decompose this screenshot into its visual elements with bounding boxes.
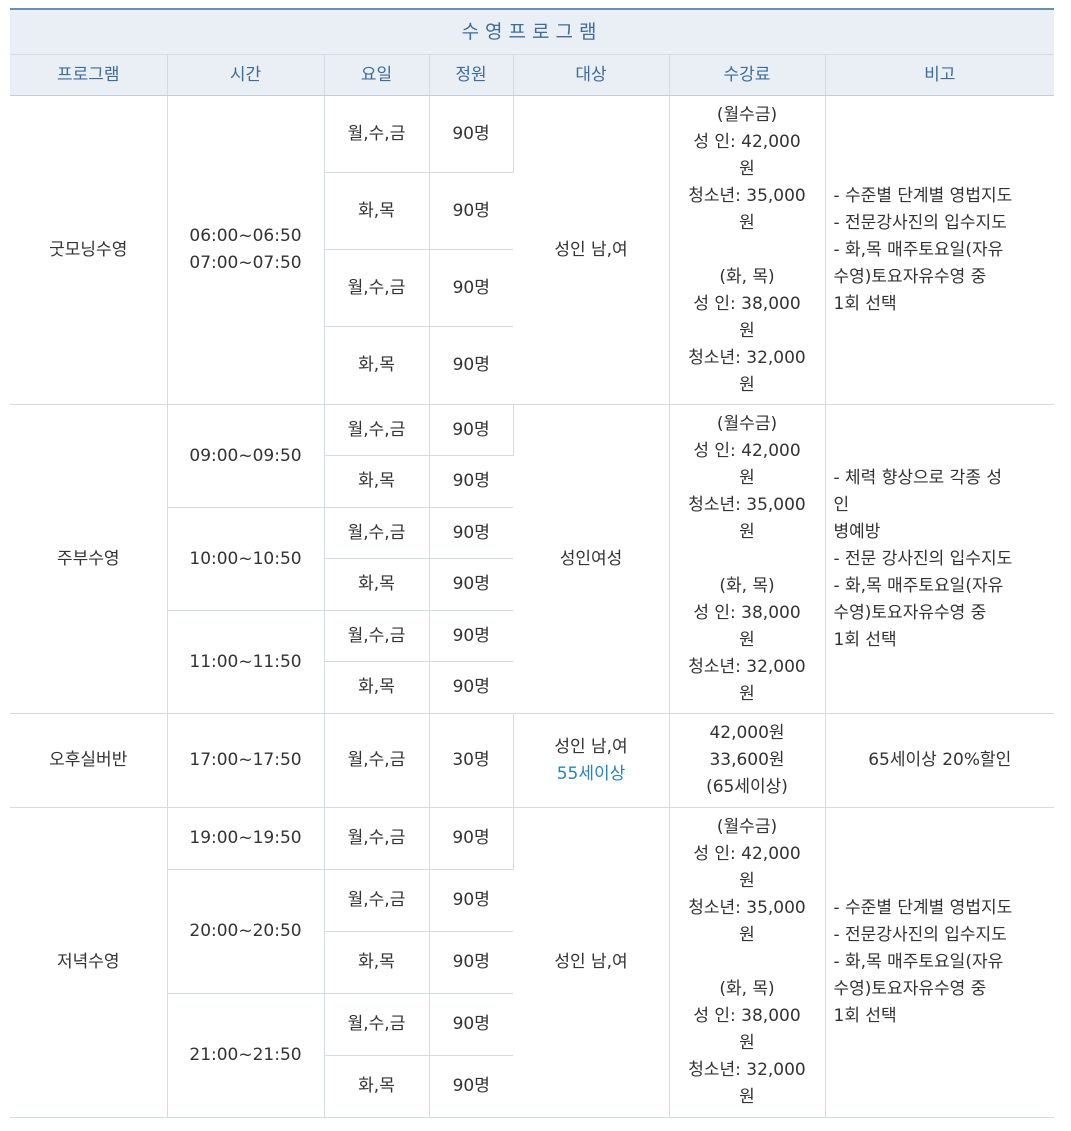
time-slot: 09:00~09:50 bbox=[167, 404, 325, 508]
days-cell: 화,목 bbox=[324, 661, 430, 714]
days-cell: 화,목 bbox=[324, 326, 430, 405]
days-cell: 월,수,금 bbox=[324, 507, 430, 559]
capacity-cell: 30명 bbox=[429, 713, 514, 808]
program-name: 굿모닝수영 bbox=[10, 95, 168, 405]
table-row: 11:00~11:50 월,수,금 90명 bbox=[10, 610, 1054, 714]
target-cell: 성인여성 bbox=[513, 404, 670, 714]
header-target: 대상 bbox=[513, 54, 670, 96]
time-slot: 20:00~20:50 bbox=[167, 869, 325, 994]
fee-cell: (월수금) 성 인: 42,000 원 청소년: 35,000 원 (화, 목)… bbox=[669, 807, 826, 1118]
table-row: 저녁수영 19:00~19:50 월,수,금 90명 성인 남,여 (월수금) … bbox=[10, 807, 1055, 1118]
capacity-cell: 90명 bbox=[429, 455, 513, 508]
days-cell: 월,수,금 bbox=[324, 95, 430, 173]
capacity-cell: 90명 bbox=[429, 807, 514, 870]
table-row: 화,목 90명 bbox=[10, 172, 1054, 250]
header-capacity: 정원 bbox=[429, 54, 514, 96]
time-slot: 06:00~06:50 07:00~07:50 bbox=[167, 95, 325, 405]
swim-program-table-wrapper: 수영프로그램 프로그램 시간 요일 정원 대상 수강료 비고 굿모닝수영 06:… bbox=[10, 8, 1055, 1118]
note-cell: - 수준별 단계별 영법지도 - 전문강사진의 입수지도 - 화,목 매주토요일… bbox=[825, 95, 1055, 405]
days-cell: 월,수,금 bbox=[324, 993, 430, 1056]
table-row: 20:00~20:50 월,수,금 90명 bbox=[10, 869, 1054, 994]
header-note: 비고 bbox=[825, 54, 1055, 96]
table-row: 화,목 90명 bbox=[10, 455, 1054, 508]
capacity-cell: 90명 bbox=[429, 661, 513, 714]
capacity-cell: 90명 bbox=[429, 993, 513, 1056]
note-cell: 65세이상 20%할인 bbox=[825, 713, 1055, 808]
note-cell: - 수준별 단계별 영법지도 - 전문강사진의 입수지도 - 화,목 매주토요일… bbox=[825, 807, 1055, 1118]
table-row: 화,목 90명 bbox=[10, 931, 1054, 994]
header-time: 시간 bbox=[167, 54, 325, 96]
table-row: 오후실버반 17:00~17:50 월,수,금 30명 성인 남,여 55세이상… bbox=[10, 713, 1055, 808]
table-row: 화,목 90명 bbox=[10, 1055, 1054, 1118]
fee-cell: 42,000원 33,600원 (65세이상) bbox=[669, 713, 826, 808]
capacity-cell: 90명 bbox=[429, 172, 513, 250]
table-row: 21:00~21:50 월,수,금 90명 bbox=[10, 993, 1054, 1118]
days-cell: 화,목 bbox=[324, 931, 430, 994]
days-cell: 월,수,금 bbox=[324, 610, 430, 662]
capacity-cell: 90명 bbox=[429, 507, 513, 559]
table-row: 화,목 90명 bbox=[10, 326, 1054, 405]
capacity-cell: 90명 bbox=[429, 931, 513, 994]
days-cell: 화,목 bbox=[324, 455, 430, 508]
table-row: 화,목 90명 bbox=[10, 558, 1054, 611]
days-cell: 화,목 bbox=[324, 558, 430, 611]
time-slot: 21:00~21:50 bbox=[167, 993, 325, 1118]
header-days: 요일 bbox=[324, 54, 430, 96]
table-row: 주부수영 09:00~09:50 월,수,금 90명 성인여성 (월수금) 성 … bbox=[10, 404, 1055, 714]
days-cell: 화,목 bbox=[324, 172, 430, 250]
program-name: 오후실버반 bbox=[10, 713, 168, 808]
target-age-condition: 55세이상 bbox=[556, 763, 626, 784]
program-name: 저녁수영 bbox=[10, 807, 168, 1118]
days-cell: 월,수,금 bbox=[324, 249, 430, 327]
capacity-cell: 90명 bbox=[429, 1055, 513, 1118]
header-fee: 수강료 bbox=[669, 54, 826, 96]
capacity-cell: 90명 bbox=[429, 869, 513, 932]
table-row: 10:00~10:50 월,수,금 90명 bbox=[10, 507, 1054, 611]
capacity-cell: 90명 bbox=[429, 249, 513, 327]
swim-program-table: 수영프로그램 프로그램 시간 요일 정원 대상 수강료 비고 굿모닝수영 06:… bbox=[10, 8, 1055, 1118]
days-cell: 월,수,금 bbox=[324, 713, 430, 808]
fee-cell: (월수금) 성 인: 42,000 원 청소년: 35,000 원 (화, 목)… bbox=[669, 404, 826, 714]
days-cell: 월,수,금 bbox=[324, 869, 430, 932]
capacity-cell: 90명 bbox=[429, 404, 514, 456]
table-row: 화,목 90명 bbox=[10, 661, 1054, 714]
capacity-cell: 90명 bbox=[429, 95, 514, 173]
days-cell: 화,목 bbox=[324, 1055, 430, 1118]
days-cell: 월,수,금 bbox=[324, 404, 430, 456]
capacity-cell: 90명 bbox=[429, 326, 513, 405]
table-title: 수영프로그램 bbox=[10, 8, 1055, 55]
target-cell: 성인 남,여 bbox=[513, 807, 670, 1118]
table-row: 월,수,금 90명 bbox=[10, 249, 1054, 327]
time-slot: 11:00~11:50 bbox=[167, 610, 325, 714]
target-cell: 성인 남,여 bbox=[513, 95, 670, 405]
time-slot: 19:00~19:50 bbox=[167, 807, 325, 870]
note-cell: - 체력 향상으로 각종 성 인 병예방 - 전문 강사진의 입수지도 - 화,… bbox=[825, 404, 1055, 714]
table-row: 굿모닝수영 06:00~06:50 07:00~07:50 월,수,금 90명 … bbox=[10, 95, 1055, 405]
days-cell: 월,수,금 bbox=[324, 807, 430, 870]
capacity-cell: 90명 bbox=[429, 610, 513, 662]
target-cell: 성인 남,여 55세이상 bbox=[513, 713, 670, 808]
fee-cell: (월수금) 성 인: 42,000 원 청소년: 35,000 원 (화, 목)… bbox=[669, 95, 826, 405]
capacity-cell: 90명 bbox=[429, 558, 513, 611]
time-slot: 17:00~17:50 bbox=[167, 713, 325, 808]
header-program: 프로그램 bbox=[10, 54, 168, 96]
target-text: 성인 남,여 bbox=[554, 736, 628, 757]
program-name: 주부수영 bbox=[10, 404, 168, 714]
time-slot: 10:00~10:50 bbox=[167, 507, 325, 611]
